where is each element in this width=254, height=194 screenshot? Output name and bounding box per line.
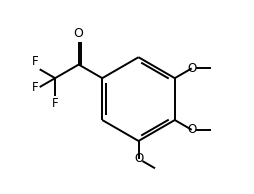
Text: F: F: [32, 81, 39, 94]
Text: O: O: [187, 62, 196, 75]
Text: O: O: [187, 123, 196, 136]
Text: O: O: [74, 28, 84, 41]
Text: F: F: [32, 55, 39, 68]
Text: O: O: [134, 152, 143, 165]
Text: F: F: [52, 97, 58, 110]
